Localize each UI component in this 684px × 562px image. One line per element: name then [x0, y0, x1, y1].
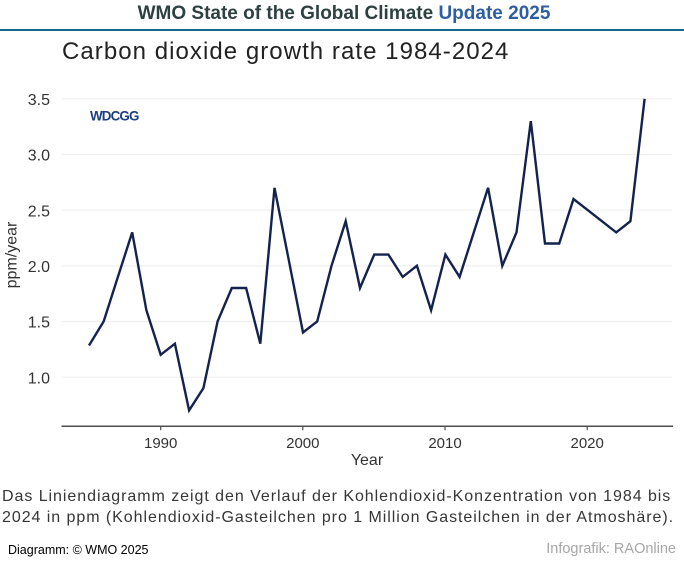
svg-text:2010: 2010: [428, 435, 461, 452]
svg-text:3.5: 3.5: [28, 92, 50, 109]
svg-text:WDCGG: WDCGG: [90, 109, 139, 124]
svg-text:ppm/year: ppm/year: [4, 221, 21, 288]
svg-text:3.0: 3.0: [28, 148, 50, 165]
svg-text:Year: Year: [351, 452, 384, 469]
svg-text:2020: 2020: [571, 435, 604, 452]
svg-text:2000: 2000: [286, 435, 319, 452]
svg-text:1.0: 1.0: [28, 370, 50, 387]
svg-text:2.0: 2.0: [28, 259, 50, 276]
svg-text:1990: 1990: [144, 435, 177, 452]
svg-text:1.5: 1.5: [28, 315, 50, 332]
svg-text:2.5: 2.5: [28, 203, 50, 220]
